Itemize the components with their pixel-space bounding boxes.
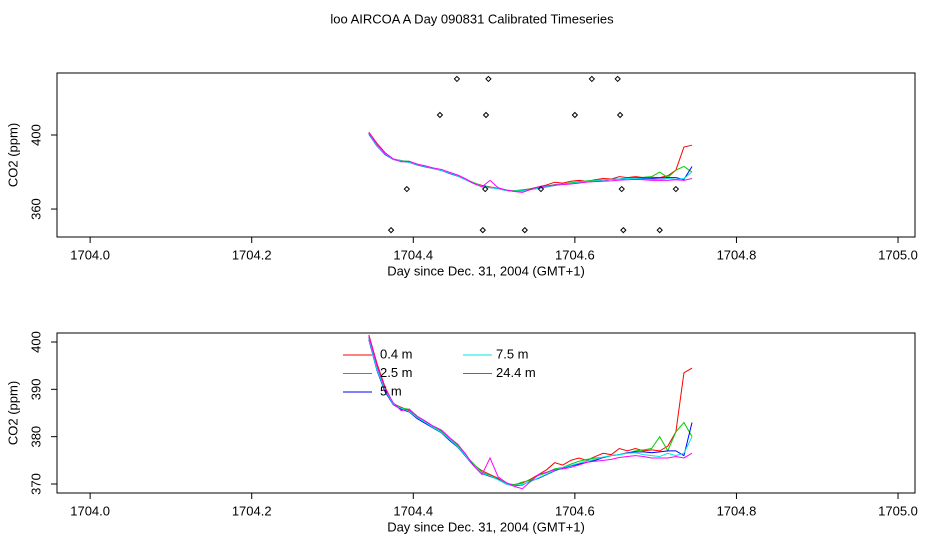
plot-box (56, 72, 916, 238)
x-tick-label: 1704.2 (232, 503, 272, 518)
series-line (368, 337, 693, 486)
point (618, 185, 625, 193)
point (614, 75, 621, 83)
y-tick-label: 370 (28, 473, 43, 495)
x-tick-label: 1704.0 (70, 503, 110, 518)
point (387, 226, 395, 234)
x-tick-label: 1705.0 (878, 503, 918, 518)
y-tick-label: 400 (28, 124, 43, 146)
legend-label: 5 m (380, 383, 402, 398)
x-tick-label: 1704.2 (232, 247, 272, 262)
point (620, 226, 627, 234)
point (436, 111, 444, 119)
legend-label: 7.5 m (496, 346, 529, 361)
legend-label: 0.4 m (380, 346, 413, 361)
y-tick-label: 400 (28, 331, 43, 353)
x-tick-label: 1704.4 (393, 247, 433, 262)
y-tick-label: 360 (28, 198, 43, 220)
x-tick-label: 1704.0 (70, 247, 110, 262)
x-tick-label: 1704.4 (393, 503, 433, 518)
point (403, 185, 411, 193)
x-tick-label: 1704.8 (717, 503, 757, 518)
x-tick-label: 1704.6 (555, 503, 595, 518)
point (485, 75, 492, 83)
y-axis-label: CO2 (ppm) (5, 123, 20, 187)
point (479, 226, 486, 234)
point (481, 185, 489, 193)
point (521, 226, 528, 234)
point (453, 75, 461, 83)
figure-title: loo AIRCOA A Day 090831 Calibrated Times… (330, 11, 614, 26)
point (656, 226, 663, 234)
point (537, 185, 545, 193)
x-axis-label: Day since Dec. 31, 2004 (GMT+1) (387, 263, 585, 278)
point (571, 111, 579, 119)
legend-label: 24.4 m (496, 365, 536, 380)
plot-box (56, 332, 916, 494)
y-axis-label: CO2 (ppm) (5, 381, 20, 445)
point (672, 185, 680, 193)
point (588, 75, 596, 83)
series-line (368, 132, 693, 193)
x-axis-label: Day since Dec. 31, 2004 (GMT+1) (387, 519, 585, 534)
x-tick-label: 1704.8 (717, 247, 757, 262)
legend-label: 2.5 m (380, 365, 413, 380)
y-tick-label: 390 (28, 378, 43, 400)
series-line (368, 336, 693, 490)
y-tick-label: 380 (28, 426, 43, 448)
x-tick-label: 1704.6 (555, 247, 595, 262)
x-tick-label: 1705.0 (878, 247, 918, 262)
point (616, 111, 624, 119)
point (482, 111, 490, 119)
